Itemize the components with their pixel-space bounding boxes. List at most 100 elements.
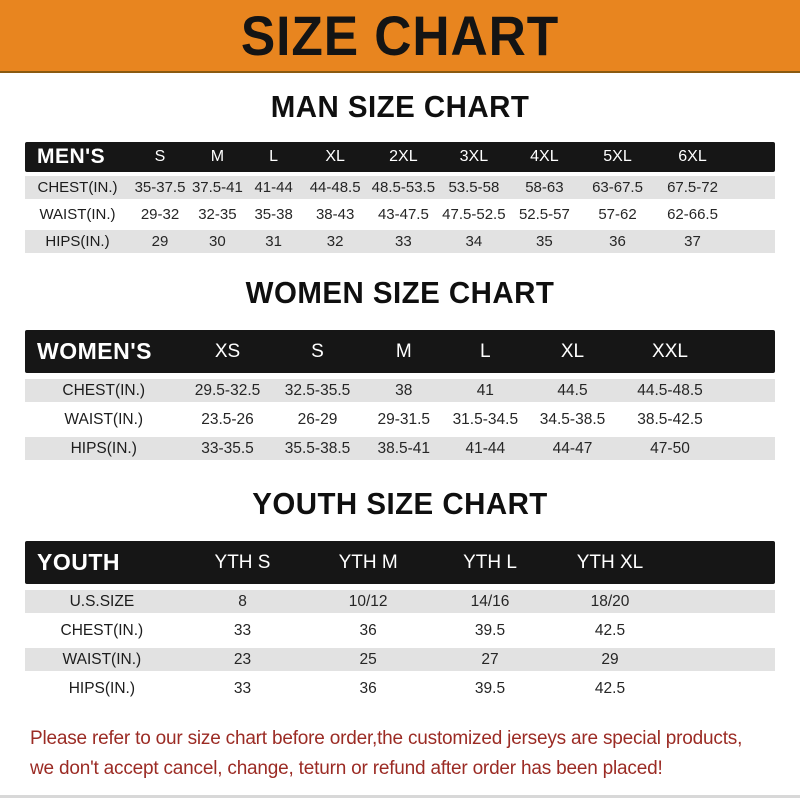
size-value-cell: 26-29 [297, 410, 338, 428]
size-value-cell: 38-43 [315, 206, 355, 223]
size-value-cell: 41-44 [244, 176, 303, 199]
row-filler [670, 619, 775, 642]
row-label: HIPS(IN.) [25, 230, 130, 253]
header-filler [670, 541, 775, 584]
man-size-chart-title: MAN SIZE CHART [270, 89, 530, 124]
size-value-cell: 36 [580, 230, 655, 253]
table-group-label: WOMEN'S [25, 330, 183, 373]
size-column-header: YTH S [178, 541, 307, 584]
size-value-cell: 58-63 [508, 176, 580, 199]
size-column-header: S [130, 142, 190, 172]
size-column-header: S [272, 330, 363, 373]
size-value-cell: 29 [550, 648, 670, 671]
size-column-header: 6XL [655, 142, 730, 172]
size-column-header: 3XL [439, 142, 509, 172]
bottom-divider [0, 795, 800, 798]
row-label: CHEST(IN.) [60, 621, 144, 639]
row-filler [720, 437, 775, 460]
size-value-cell: 33 [233, 621, 252, 639]
womens-size-table-wrap: WOMEN'S XS S M L XL XXL CHEST(IN.) 29.5-32.5 32.5… [25, 324, 775, 466]
womens-size-table: WOMEN'S XS S M L XL XXL CHEST(IN.) 29.5-32.5 32.5… [25, 324, 775, 466]
youth-size-chart-title: YOUTH SIZE CHART [252, 486, 548, 521]
youth-size-table-wrap: YOUTH YTH S YTH M YTH L YTH XL U.S.SIZE 8 10/12… [25, 535, 775, 706]
row-filler [730, 203, 775, 226]
size-value-cell: 10/12 [306, 590, 430, 613]
size-value-cell: 35.5-38.5 [272, 437, 363, 460]
row-label: WAIST(IN.) [39, 206, 116, 223]
size-value-cell: 31 [244, 230, 303, 253]
size-value-cell: 36 [359, 621, 377, 639]
measurement-row: CHEST(IN.) 29.5-32.5 32.5-35.5 38 41 44.5 44.5… [25, 379, 775, 402]
row-label: U.S.SIZE [25, 590, 179, 613]
size-value-cell: 39.5 [474, 679, 506, 697]
row-filler [670, 648, 775, 671]
size-value-cell: 42.5 [594, 679, 626, 697]
size-value-cell: 48.5-53.5 [367, 176, 439, 199]
header-filler [720, 330, 775, 373]
size-column-header: M [190, 142, 245, 172]
size-value-cell: 42.5 [594, 621, 626, 639]
size-value-cell: 47.5-52.5 [442, 206, 506, 223]
measurement-row: WAIST(IN.) 23 25 27 29 [25, 648, 775, 671]
row-filler [670, 590, 775, 613]
size-value-cell: 31.5-34.5 [452, 410, 519, 428]
measurement-row: CHEST(IN.) 35-37.5 37.5-41 41-44 44-48.5 48.5… [25, 176, 775, 199]
measurement-row: HIPS(IN.) 33-35.5 35.5-38.5 38.5-41 41-44 44-… [25, 437, 775, 460]
size-value-cell: 36 [359, 679, 377, 697]
measurement-row: CHEST(IN.) 33 36 39.5 42.5 [25, 619, 775, 642]
page-title: SIZE CHART [240, 4, 560, 67]
size-column-header: YTH M [306, 541, 430, 584]
size-value-cell: 18/20 [550, 590, 670, 613]
size-value-cell: 47-50 [619, 437, 721, 460]
row-label: HIPS(IN.) [68, 679, 136, 697]
size-value-cell: 29 [130, 230, 190, 253]
table-group-label: MEN'S [25, 142, 130, 172]
size-value-cell: 57-62 [598, 206, 637, 223]
size-value-cell: 41-44 [445, 437, 526, 460]
header-filler [730, 142, 775, 172]
size-value-cell: 52.5-57 [518, 206, 570, 223]
size-value-cell: 34 [439, 230, 509, 253]
size-value-cell: 44-47 [525, 437, 620, 460]
size-header-row: YOUTH YTH S YTH M YTH L YTH XL [25, 541, 775, 584]
size-value-cell: 14/16 [430, 590, 550, 613]
measurement-row: U.S.SIZE 8 10/12 14/16 18/20 [25, 590, 775, 613]
size-value-cell: 35-37.5 [130, 176, 190, 199]
size-column-header: XL [525, 330, 620, 373]
size-value-cell: 37 [655, 230, 730, 253]
size-column-header: 4XL [508, 142, 580, 172]
size-value-cell: 35-38 [254, 206, 293, 223]
row-filler [720, 379, 775, 402]
size-value-cell: 44.5 [525, 379, 620, 402]
size-value-cell: 44-48.5 [302, 176, 368, 199]
measurement-row: WAIST(IN.) 29-32 32-35 35-38 38-43 43-47.5 47.… [25, 203, 775, 226]
order-policy-line-2: we don't accept cancel, change, teturn o… [30, 758, 663, 779]
order-policy-note: Please refer to our size chart before or… [30, 724, 800, 784]
size-column-header: YTH L [430, 541, 550, 584]
size-value-cell: 38.5-41 [362, 437, 445, 460]
size-column-header: XL [302, 142, 368, 172]
size-value-cell: 33 [233, 679, 252, 697]
size-value-cell: 35 [508, 230, 580, 253]
size-value-cell: 38 [362, 379, 445, 402]
size-value-cell: 32.5-35.5 [272, 379, 363, 402]
size-value-cell: 33 [367, 230, 439, 253]
row-label: CHEST(IN.) [25, 176, 130, 199]
size-value-cell: 8 [178, 590, 307, 613]
size-value-cell: 29-32 [140, 206, 180, 223]
size-column-header: L [244, 142, 303, 172]
table-group-label: YOUTH [25, 541, 179, 584]
row-label: HIPS(IN.) [25, 437, 183, 460]
row-label: WAIST(IN.) [25, 648, 179, 671]
size-header-row: MEN'S S M L XL 2XL 3XL 4XL 5XL 6XL [25, 142, 775, 172]
row-filler [730, 230, 775, 253]
row-filler [721, 408, 775, 431]
size-value-cell: 27 [430, 648, 550, 671]
size-value-cell: 39.5 [474, 621, 506, 639]
size-value-cell: 44.5-48.5 [619, 379, 721, 402]
size-value-cell: 38.5-42.5 [637, 410, 703, 428]
size-column-header: YTH XL [550, 541, 670, 584]
mens-size-table: MEN'S S M L XL 2XL 3XL 4XL 5XL 6XL CHEST(IN.) 35-37… [25, 138, 775, 257]
size-value-cell: 23 [178, 648, 307, 671]
measurement-row: HIPS(IN.) 33 36 39.5 42.5 [25, 677, 775, 700]
